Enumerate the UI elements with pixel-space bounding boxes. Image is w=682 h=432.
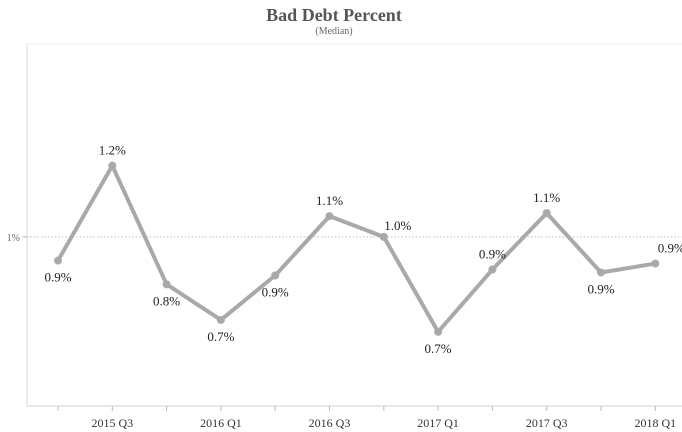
x-tick-label: 2017 Q3 [526,416,568,430]
data-point [651,259,660,268]
data-point [162,280,171,289]
data-label: 0.9% [658,241,682,256]
x-tick-label: 2016 Q3 [309,416,351,430]
data-label: 0.9% [44,270,71,285]
x-tick-label: 2016 Q1 [200,416,242,430]
data-label: 1.2% [99,143,126,158]
data-point [108,161,117,170]
data-label: 1.1% [316,193,343,208]
data-label: 0.7% [425,341,452,356]
data-point [488,265,497,274]
data-labels-layer: 0.9% 1.2% 0.8% 0.7% 0.9% 1.1% 1.0% 0.7% 0.9% 1.1%… [44,143,682,356]
data-label: 1.1% [533,190,560,205]
data-point [434,327,443,336]
data-point [54,256,62,265]
data-point [379,232,388,241]
x-tick-label: 2017 Q1 [417,416,459,430]
data-point [325,212,334,221]
data-point [542,209,551,218]
data-label: 0.9% [479,247,506,262]
data-label: 0.8% [153,293,180,308]
chart-title: Bad Debt Percent [266,5,402,25]
x-tick-label: 2015 Q3 [91,416,133,430]
series-line [56,163,658,334]
data-label: 0.9% [262,284,289,299]
data-point [597,268,605,277]
data-label: 0.7% [207,329,234,344]
data-label: 1.0% [384,218,411,233]
y-tick-label: 1% [7,233,20,244]
data-point [271,271,280,280]
series-layer [54,161,660,336]
y-axis: 1% [7,233,682,244]
data-point [216,315,225,324]
data-label: 0.9% [587,281,614,296]
x-axis: 2015 Q3 2016 Q1 2016 Q3 2017 Q1 2017 Q3 2018 … [57,406,676,430]
x-tick-label: 2018 Q1 [634,416,676,430]
chart-subtitle: (Median) [315,26,352,37]
